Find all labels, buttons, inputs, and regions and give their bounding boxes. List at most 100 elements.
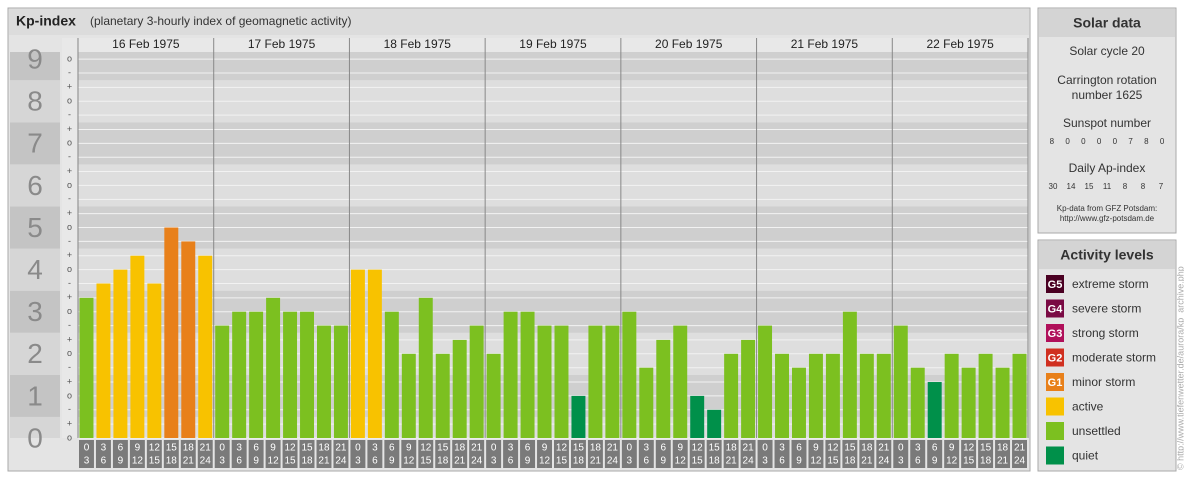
hour-label: 9 <box>796 456 802 467</box>
legend-label: active <box>1072 400 1104 414</box>
hour-label: 12 <box>539 456 551 467</box>
hour-cell <box>333 440 349 468</box>
hour-label: 12 <box>556 443 568 454</box>
hour-label: 6 <box>118 443 124 454</box>
hour-label: 18 <box>183 443 195 454</box>
hour-label: 9 <box>660 456 666 467</box>
bar <box>333 325 348 438</box>
ap-value: 7 <box>1159 182 1164 191</box>
hour-label: 3 <box>508 443 514 454</box>
bar <box>113 269 128 438</box>
bar <box>927 382 942 438</box>
y-subtick-label: + <box>67 334 72 344</box>
bar <box>215 325 230 438</box>
hour-cell <box>180 440 196 468</box>
hour-label: 6 <box>389 443 395 454</box>
hour-cell <box>316 440 332 468</box>
y-tick-label: 1 <box>27 380 43 411</box>
bar <box>775 353 789 438</box>
bar <box>792 367 806 438</box>
hour-label: 21 <box>1014 443 1026 454</box>
hour-label: 6 <box>525 443 531 454</box>
y-subtick-label: + <box>67 250 72 260</box>
bar <box>537 325 552 438</box>
sunspot-value: 8 <box>1144 137 1149 146</box>
solar-title: Solar data <box>1073 15 1141 31</box>
hour-label: 15 <box>437 443 449 454</box>
hour-cell <box>995 440 1011 468</box>
carrington: Carrington rotation <box>1057 73 1156 87</box>
hour-label: 9 <box>135 443 141 454</box>
hour-cell <box>706 440 722 468</box>
hour-label: 15 <box>149 456 161 467</box>
y-subtick-label: - <box>68 110 71 120</box>
hour-label: 21 <box>861 456 873 467</box>
hour-cell <box>265 440 281 468</box>
legend-label: extreme storm <box>1072 277 1149 291</box>
hour-label: 9 <box>253 456 259 467</box>
hour-label: 15 <box>827 456 839 467</box>
kp-label-cell <box>10 248 60 291</box>
title: Kp-index <box>16 13 76 29</box>
bar <box>1012 353 1027 438</box>
hour-label: 9 <box>932 456 938 467</box>
y-subtick-label: o <box>67 54 72 64</box>
hour-label: 3 <box>355 456 361 467</box>
levels-title: Activity levels <box>1060 247 1154 263</box>
hour-label: 18 <box>861 443 873 454</box>
bar <box>350 269 365 438</box>
hour-cell <box>825 440 841 468</box>
ap-value: 11 <box>1103 182 1112 191</box>
hour-label: 12 <box>420 443 432 454</box>
hour-cell <box>604 440 620 468</box>
bar <box>944 353 959 438</box>
bar <box>232 311 247 438</box>
hour-label: 3 <box>915 443 921 454</box>
hour-label: 12 <box>675 456 687 467</box>
bar <box>401 353 416 438</box>
hour-cell <box>961 440 977 468</box>
hour-label: 9 <box>525 456 531 467</box>
hour-label: 0 <box>355 443 361 454</box>
hour-label: 6 <box>779 456 785 467</box>
hour-cell <box>774 440 790 468</box>
hour-label: 9 <box>406 443 412 454</box>
kp-band <box>78 416 1028 438</box>
bar <box>808 353 823 438</box>
hour-label: 12 <box>692 443 704 454</box>
hour-cell <box>927 440 943 468</box>
bar <box>741 339 756 438</box>
kp-label-cell <box>10 164 60 207</box>
bar <box>639 367 654 438</box>
hour-label: 6 <box>253 443 259 454</box>
hour-label: 12 <box>268 456 280 467</box>
bar <box>367 269 382 438</box>
legend-badge: G4 <box>1048 303 1064 315</box>
hour-label: 15 <box>556 456 568 467</box>
hour-cell <box>401 440 417 468</box>
header-bar <box>9 9 1029 35</box>
bar <box>130 255 145 438</box>
y-subtick-label: - <box>68 362 71 372</box>
bar <box>571 395 586 438</box>
y-subtick-label: + <box>67 124 72 134</box>
solar-header <box>1039 9 1175 37</box>
legend-badge: G3 <box>1048 328 1063 340</box>
y-tick-label: 4 <box>27 254 43 285</box>
hour-cell <box>554 440 569 468</box>
hour-label: 6 <box>796 443 802 454</box>
hour-label: 12 <box>963 443 975 454</box>
hour-label: 12 <box>284 443 296 454</box>
hour-label: 21 <box>471 443 483 454</box>
hour-cell <box>95 440 111 468</box>
bar <box>876 353 891 438</box>
hour-label: 3 <box>491 456 497 467</box>
note: Kp-data from GFZ Potsdam: <box>1057 204 1157 213</box>
kp-label-cell <box>10 206 60 249</box>
hour-label: 18 <box>709 456 721 467</box>
bar <box>469 325 484 438</box>
y-subtick-label: - <box>68 236 71 246</box>
hour-label: 24 <box>743 456 755 467</box>
y-subtick-label: o <box>67 432 72 442</box>
